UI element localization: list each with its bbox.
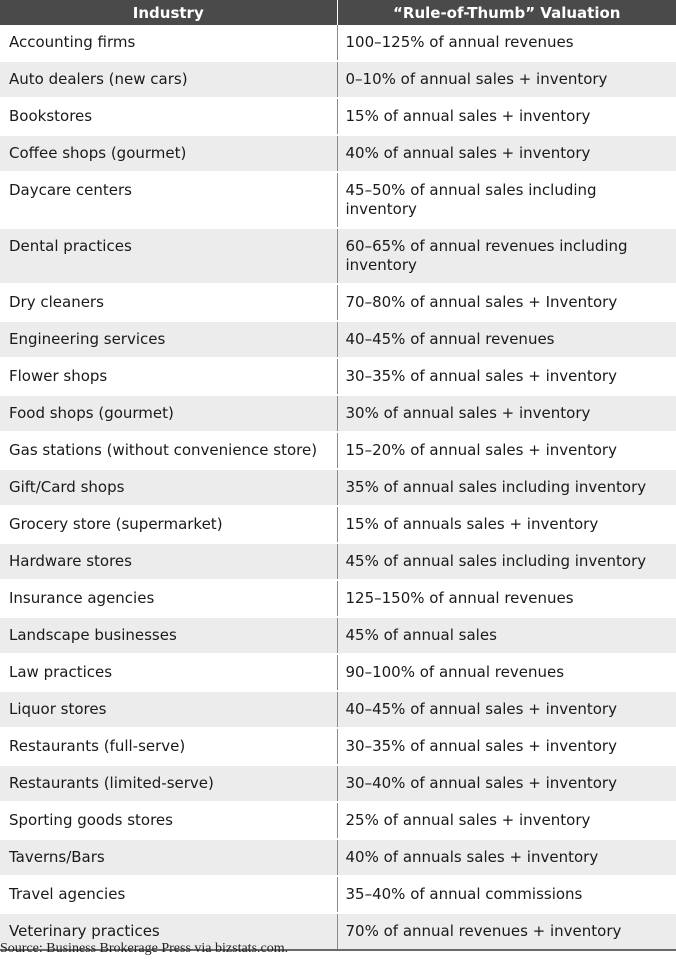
table-row: Food shops (gourmet) 30% of annual sales … xyxy=(0,395,676,433)
table-row: Bookstores 15% of annual sales + inventor… xyxy=(0,98,676,136)
table-row: Restaurants (full-serve) 30–35% of annual… xyxy=(0,728,676,766)
table-row: Taverns/Bars 40% of annuals sales + inven… xyxy=(0,839,676,877)
table-row: Insurance agencies 125–150% of annual rev… xyxy=(0,580,676,618)
valuation-cell: 90–100% of annual revenues xyxy=(336,654,676,692)
industry-cell: Landscape businesses xyxy=(0,617,337,655)
industry-cell: Flower shops xyxy=(0,358,337,396)
table-row: Gift/Card shops 35% of annual sales inclu… xyxy=(0,469,676,507)
industry-cell: Taverns/Bars xyxy=(0,839,337,877)
table-row: Daycare centers 45–50% of annual sales in… xyxy=(0,172,676,229)
valuation-cell: 40–45% of annual revenues xyxy=(336,321,676,359)
industry-cell: Daycare centers xyxy=(0,172,337,229)
industry-cell: Accounting firms xyxy=(0,25,337,62)
industry-cell: Sporting goods stores xyxy=(0,802,337,840)
table-header: Industry “Rule-of-Thumb” Valuation xyxy=(0,0,676,25)
industry-cell: Insurance agencies xyxy=(0,580,337,618)
valuation-cell: 40% of annuals sales + inventory xyxy=(336,839,676,877)
valuation-cell: 15–20% of annual sales + inventory xyxy=(336,432,676,470)
valuation-cell: 35–40% of annual commissions xyxy=(336,876,676,914)
table-row: Travel agencies 35–40% of annual commissi… xyxy=(0,876,676,914)
table-row: Engineering services 40–45% of annual rev… xyxy=(0,321,676,359)
industry-cell: Gift/Card shops xyxy=(0,469,337,507)
valuation-cell: 45% of annual sales xyxy=(336,617,676,655)
valuation-cell: 45–50% of annual sales including invento… xyxy=(336,172,676,229)
valuation-cell: 70% of annual revenues + inventory xyxy=(336,913,676,951)
industry-cell: Liquor stores xyxy=(0,691,337,729)
column-header-valuation: “Rule-of-Thumb” Valuation xyxy=(336,0,676,25)
table-row: Grocery store (supermarket) 15% of annual… xyxy=(0,506,676,544)
industry-cell: Auto dealers (new cars) xyxy=(0,61,337,99)
table-row: Flower shops 30–35% of annual sales + inv… xyxy=(0,358,676,396)
industry-cell: Bookstores xyxy=(0,98,337,136)
valuation-cell: 0–10% of annual sales + inventory xyxy=(336,61,676,99)
table-row: Sporting goods stores 25% of annual sales… xyxy=(0,802,676,840)
valuation-cell: 100–125% of annual revenues xyxy=(336,25,676,62)
table-row: Dental practices 60–65% of annual revenue… xyxy=(0,228,676,285)
industry-cell: Food shops (gourmet) xyxy=(0,395,337,433)
industry-cell: Engineering services xyxy=(0,321,337,359)
table-row: Accounting firms 100–125% of annual reven… xyxy=(0,25,676,62)
table-row: Liquor stores 40–45% of annual sales + in… xyxy=(0,691,676,729)
table-row: Hardware stores 45% of annual sales inclu… xyxy=(0,543,676,581)
valuation-cell: 30% of annual sales + inventory xyxy=(336,395,676,433)
valuation-cell: 45% of annual sales including inventory xyxy=(336,543,676,581)
valuation-cell: 15% of annuals sales + inventory xyxy=(336,506,676,544)
valuation-cell: 40% of annual sales + inventory xyxy=(336,135,676,173)
industry-cell: Veterinary practices xyxy=(0,913,337,951)
valuation-cell: 30–40% of annual sales + inventory xyxy=(336,765,676,803)
valuation-cell: 70–80% of annual sales + Inventory xyxy=(336,284,676,322)
table-row: Coffee shops (gourmet) 40% of annual sale… xyxy=(0,135,676,173)
industry-cell: Gas stations (without convenience store) xyxy=(0,432,337,470)
table-row: Gas stations (without convenience store)… xyxy=(0,432,676,470)
valuation-cell: 125–150% of annual revenues xyxy=(336,580,676,618)
industry-cell: Coffee shops (gourmet) xyxy=(0,135,337,173)
industry-cell: Grocery store (supermarket) xyxy=(0,506,337,544)
valuation-cell: 30–35% of annual sales + inventory xyxy=(336,358,676,396)
table-row: Auto dealers (new cars) 0–10% of annual s… xyxy=(0,61,676,99)
table-row: Restaurants (limited-serve) 30–40% of ann… xyxy=(0,765,676,803)
industry-cell: Restaurants (limited-serve) xyxy=(0,765,337,803)
industry-cell: Travel agencies xyxy=(0,876,337,914)
industry-cell: Dental practices xyxy=(0,228,337,285)
valuation-cell: 15% of annual sales + inventory xyxy=(336,98,676,136)
header-row: Industry “Rule-of-Thumb” Valuation xyxy=(0,0,676,25)
source-note: Source: Business Brokerage Press via biz… xyxy=(0,941,289,956)
column-header-industry: Industry xyxy=(0,0,337,25)
valuation-cell: 30–35% of annual sales + inventory xyxy=(336,728,676,766)
table-row: Law practices 90–100% of annual revenues xyxy=(0,654,676,692)
industry-cell: Hardware stores xyxy=(0,543,337,581)
industry-cell: Dry cleaners xyxy=(0,284,337,322)
valuation-cell: 35% of annual sales including inventory xyxy=(336,469,676,507)
table-body: Accounting firms 100–125% of annual reven… xyxy=(0,25,676,951)
industry-cell: Restaurants (full-serve) xyxy=(0,728,337,766)
valuation-cell: 40–45% of annual sales + inventory xyxy=(336,691,676,729)
valuation-cell: 60–65% of annual revenues including inve… xyxy=(336,228,676,285)
valuation-cell: 25% of annual sales + inventory xyxy=(336,802,676,840)
industry-cell: Law practices xyxy=(0,654,337,692)
table-row: Landscape businesses 45% of annual sales xyxy=(0,617,676,655)
table-row: Dry cleaners 70–80% of annual sales + Inv… xyxy=(0,284,676,322)
table-row: Veterinary practices 70% of annual revenu… xyxy=(0,913,676,951)
